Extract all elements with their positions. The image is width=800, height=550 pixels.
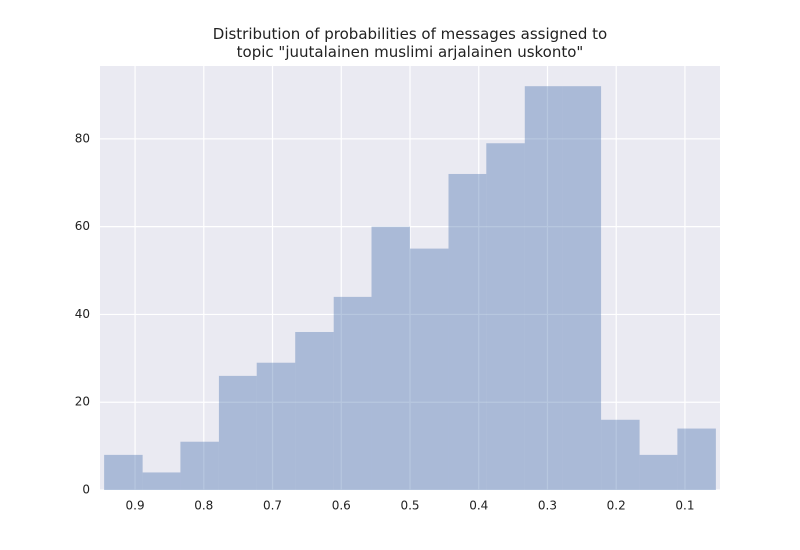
bar	[333, 296, 372, 490]
bar	[371, 226, 410, 490]
x-tick-label: 0.9	[126, 499, 145, 513]
bar	[677, 428, 716, 490]
y-tick-label: 60	[75, 219, 90, 233]
y-tick-label: 0	[82, 483, 90, 497]
x-tick-label: 0.6	[332, 499, 351, 513]
x-tick-label: 0.3	[538, 499, 557, 513]
bar	[218, 375, 257, 490]
x-tick-label: 0.2	[607, 499, 626, 513]
y-tick-label: 80	[75, 131, 90, 145]
y-tick-label: 40	[75, 307, 90, 321]
bar	[142, 472, 181, 490]
x-tick-label: 0.7	[263, 499, 282, 513]
bar	[601, 419, 640, 490]
x-tick-label: 0.4	[469, 499, 488, 513]
bar	[104, 454, 143, 490]
x-tick-label: 0.1	[675, 499, 694, 513]
y-tick-label: 20	[75, 395, 90, 409]
bar	[256, 362, 296, 490]
bar	[180, 441, 219, 490]
bar	[486, 143, 525, 490]
bar	[410, 248, 449, 490]
bar	[524, 86, 563, 490]
x-tick-label: 0.5	[400, 499, 419, 513]
chart-title: Distribution of probabilities of message…	[212, 25, 608, 61]
x-tick-label: 0.8	[194, 499, 213, 513]
bar	[448, 173, 487, 490]
bar	[295, 331, 334, 490]
bar	[639, 454, 678, 490]
bar	[562, 86, 602, 490]
